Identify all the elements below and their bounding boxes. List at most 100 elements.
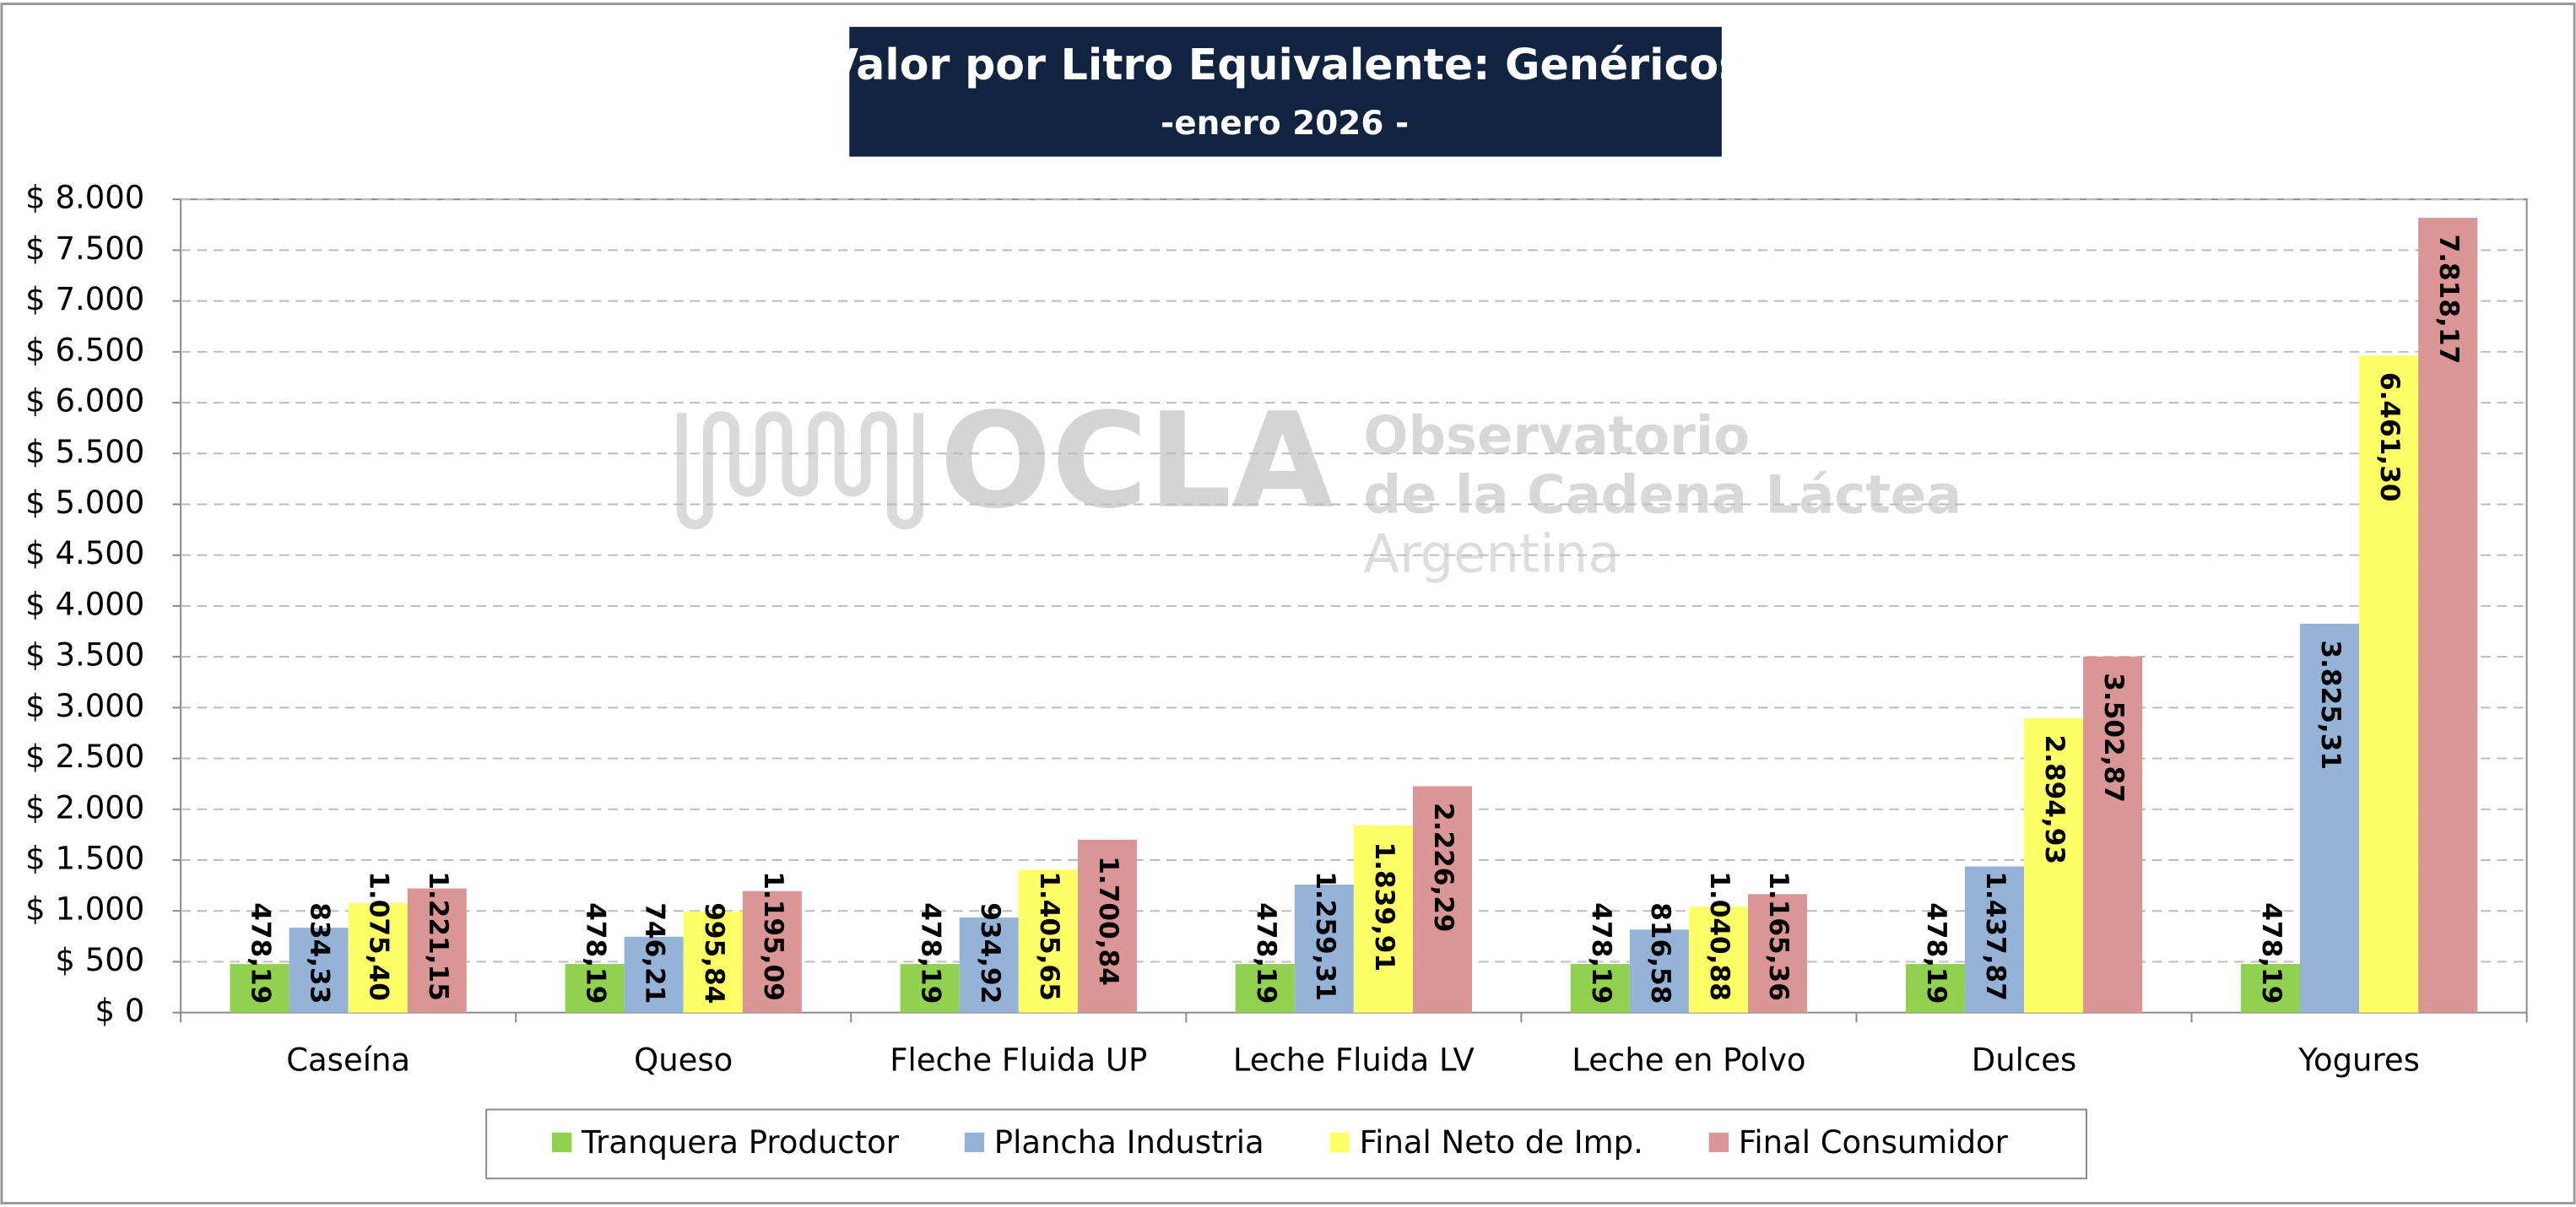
- bar: [624, 936, 684, 1013]
- bar: [348, 903, 408, 1013]
- legend-label: Final Consumidor: [1739, 1124, 2009, 1161]
- data-label: 1.195,09: [758, 871, 788, 1001]
- bar: [1688, 907, 1748, 1013]
- data-label: 478,19: [581, 902, 611, 1004]
- bar: [2300, 623, 2360, 1013]
- legend-swatch: [1708, 1132, 1729, 1153]
- legend-label: Tranquera Productor: [581, 1124, 900, 1161]
- y-tick-label: $ 1.000: [25, 891, 144, 928]
- data-label: 478,19: [246, 902, 276, 1004]
- y-tick-label: $ 5.500: [25, 434, 144, 470]
- bar: [2083, 656, 2143, 1013]
- y-tick-label: $ 2.500: [25, 739, 144, 775]
- data-label: 1.839,91: [1369, 842, 1399, 972]
- data-label: 934,92: [975, 902, 1005, 1004]
- bar: [1905, 964, 1965, 1013]
- data-label: 3.825,31: [2315, 640, 2346, 770]
- data-label: 478,19: [2256, 902, 2286, 1004]
- y-tick-label: $ 3.500: [25, 637, 144, 674]
- data-label: 1.221,15: [423, 871, 453, 1001]
- y-tick-label: $ 3.000: [25, 688, 144, 724]
- y-tick-label: $ 7.000: [25, 281, 144, 317]
- data-label: 816,58: [1645, 902, 1675, 1004]
- bar: [1629, 929, 1689, 1013]
- legend-swatch: [1329, 1132, 1350, 1153]
- watermark-text: de la Cadena Láctea: [1364, 464, 1962, 526]
- watermark-text: Argentina: [1364, 523, 1621, 585]
- bar: [1412, 786, 1472, 1013]
- data-label: 1.259,31: [1310, 871, 1340, 1001]
- data-label: 478,19: [1251, 902, 1281, 1004]
- watermark-text: Observatorio: [1364, 404, 1750, 466]
- data-label: 1.075,40: [364, 871, 394, 1001]
- x-tick-label: Caseína: [286, 1042, 410, 1079]
- data-label: 2.226,29: [1428, 803, 1458, 933]
- x-tick-label: Queso: [634, 1042, 733, 1079]
- data-label: 478,19: [916, 902, 946, 1004]
- y-tick-label: $ 500: [55, 942, 144, 978]
- bar: [2240, 964, 2300, 1013]
- data-label: 1.165,36: [1763, 871, 1794, 1001]
- legend-label: Final Neto de Imp.: [1360, 1124, 1643, 1161]
- bar: [1294, 884, 1354, 1013]
- watermark: OCLA Observatorio de la Cadena Láctea Ar…: [676, 384, 1962, 585]
- y-tick-label: $ 2.000: [25, 789, 144, 825]
- legend-label: Plancha Industria: [994, 1124, 1264, 1161]
- data-label: 1.437,87: [1980, 871, 2010, 1001]
- data-label: 1.405,65: [1034, 871, 1064, 1001]
- bar: [683, 911, 743, 1013]
- data-label: 478,19: [1921, 902, 1951, 1004]
- data-label: 746,21: [640, 902, 670, 1004]
- bar: [565, 964, 625, 1013]
- bar: [407, 888, 467, 1013]
- bar: [1748, 894, 1808, 1013]
- y-tick-label: $ 4.500: [25, 535, 144, 571]
- chart-title: Valor por Litro Equivalente: Genéricos: [825, 40, 1744, 89]
- y-tick-label: $ 1.500: [25, 841, 144, 877]
- bar: [230, 964, 290, 1013]
- data-label: 834,33: [305, 902, 335, 1004]
- data-label: 2.894,93: [2039, 734, 2070, 864]
- y-tick-label: $ 6.000: [25, 383, 144, 419]
- data-label: 3.502,87: [2098, 673, 2129, 803]
- bar: [2359, 355, 2419, 1013]
- bar: [1235, 964, 1295, 1013]
- bar: [289, 928, 349, 1013]
- watermark-logo: OCLA: [939, 384, 1333, 538]
- data-label: 1.040,88: [1704, 871, 1734, 1001]
- watermark-wave: [676, 411, 923, 530]
- bar: [1353, 825, 1413, 1013]
- bar: [900, 964, 960, 1013]
- data-label: 1.700,84: [1093, 856, 1123, 986]
- x-tick-label: Leche Fluida LV: [1233, 1042, 1475, 1079]
- bar: [959, 917, 1019, 1013]
- data-label: 995,84: [699, 902, 729, 1004]
- bar: [1964, 866, 2024, 1013]
- data-label: 7.818,17: [2433, 235, 2464, 365]
- bar: [742, 890, 802, 1013]
- y-tick-label: $ 6.500: [25, 332, 144, 368]
- y-tick-label: $ 4.000: [25, 586, 144, 622]
- x-tick-label: Yogures: [2297, 1042, 2420, 1079]
- y-tick-label: $ 0: [95, 993, 144, 1029]
- data-label: 6.461,30: [2374, 372, 2405, 502]
- chart-border: [0, 3, 2576, 1204]
- legend: [485, 1108, 2087, 1180]
- x-tick-label: Dulces: [1972, 1042, 2076, 1079]
- bar: [2024, 718, 2084, 1013]
- bar: [1077, 839, 1137, 1013]
- chart-subtitle: -enero 2026 -: [1161, 105, 1409, 143]
- y-tick-label: $ 8.000: [25, 180, 144, 216]
- x-tick-label: Leche en Polvo: [1572, 1042, 1805, 1079]
- title-box: [849, 26, 1722, 157]
- bar: [1570, 964, 1630, 1013]
- x-tick-label: Fleche Fluida UP: [890, 1042, 1147, 1079]
- data-label: 478,19: [1586, 902, 1616, 1004]
- legend-swatch: [552, 1132, 572, 1153]
- bar: [2418, 218, 2478, 1013]
- legend-swatch: [964, 1132, 985, 1153]
- y-tick-label: $ 7.500: [25, 230, 144, 267]
- y-tick-label: $ 5.000: [25, 484, 144, 521]
- bar: [1018, 869, 1078, 1013]
